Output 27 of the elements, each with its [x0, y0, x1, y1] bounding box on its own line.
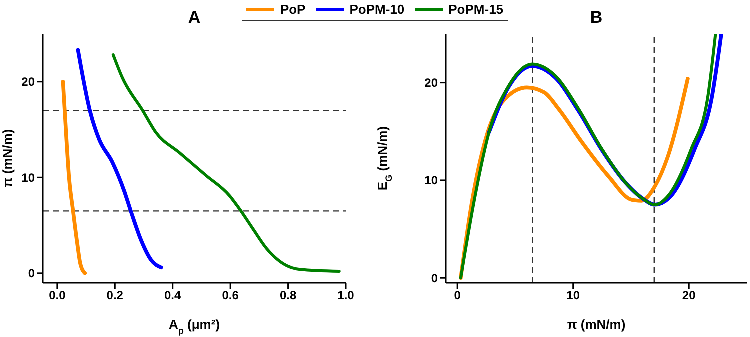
legend-label: PoP: [280, 2, 306, 17]
line-series: [76, 48, 164, 270]
x-axis-title: π (mN/m): [567, 317, 626, 332]
x-tick-label: 1.0: [338, 288, 355, 303]
x-tick-label: 0.2: [106, 288, 124, 303]
x-tick-label: 0.4: [164, 288, 182, 303]
chart-title: A: [188, 8, 201, 27]
y-tick-label: 10: [22, 170, 36, 185]
x-axis-title: A$_{p}$ (μm²): [168, 317, 220, 336]
chart-title: B: [590, 8, 603, 27]
y-tick-label: 0: [431, 271, 438, 286]
line-series: [112, 54, 341, 274]
x-tick-label: 20: [682, 288, 696, 303]
line-series: [459, 34, 718, 280]
x-tick-label: 0.6: [222, 288, 240, 303]
x-tick-label: 10: [566, 288, 580, 303]
legend-label: PoPM-15: [448, 2, 504, 17]
legend-label: PoPM-10: [350, 2, 405, 17]
y-tick-label: 20: [424, 76, 438, 90]
y-tick-label: 0: [28, 266, 36, 281]
x-tick-label: 0.8: [280, 288, 297, 303]
x-tick-label: 0.0: [49, 288, 66, 303]
y-axis-title: π (mN/m): [0, 129, 15, 188]
y-tick-label: 20: [22, 75, 36, 90]
x-tick-label: 0: [454, 288, 462, 303]
y-tick-label: 10: [424, 174, 438, 188]
line-series: [61, 80, 88, 276]
